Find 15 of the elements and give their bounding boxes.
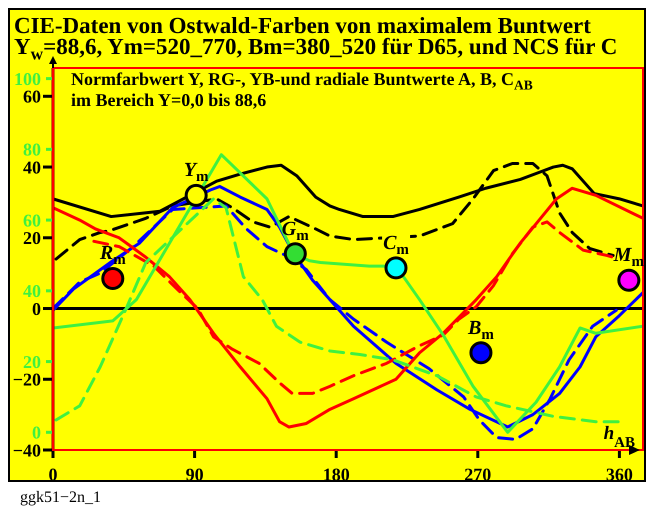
y-tick-label: 60 (23, 86, 41, 107)
annotation: Normfarbwert Y, RG-, YB-und radiale Buntwerte A, B, C$_{AB}$ (71, 69, 533, 93)
annotation: G$_{m}$ (280, 218, 310, 244)
y-tick-label: 40 (23, 157, 41, 178)
y-tick-label: 0 (32, 298, 41, 319)
y-tick-label: −40 (12, 440, 41, 460)
y-tick-label: 20 (23, 228, 41, 248)
text: ggk51−2n_1 (19, 488, 102, 508)
y-tick-label: −20 (12, 370, 41, 390)
y2-tick-label: 100 (14, 68, 41, 89)
x-axis-title: h$_{AB}$ (604, 423, 635, 451)
annotation: im Bereich Y=0,0 bis 88,6 (71, 90, 266, 110)
y2-tick-label: 80 (23, 140, 41, 160)
annotation: B$_{m}$ (467, 316, 495, 343)
annotation: C$_{m}$ (382, 232, 410, 258)
